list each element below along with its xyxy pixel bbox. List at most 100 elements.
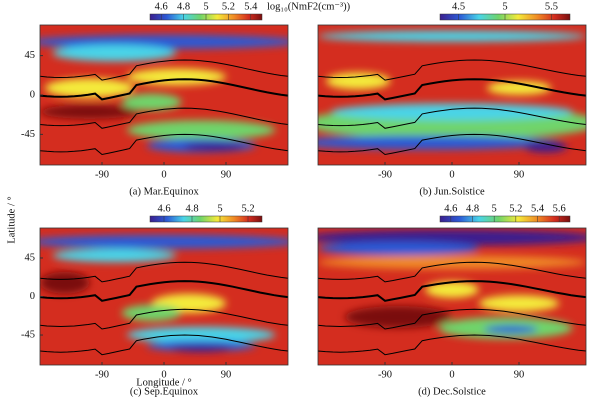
blob (318, 241, 479, 256)
blob (171, 345, 231, 352)
contour-line (318, 107, 586, 129)
field (318, 228, 586, 365)
blob (331, 103, 573, 121)
x-tick-label: -90 (95, 169, 109, 180)
panel: -90 0 90 45 0 -45 (a) Mar.Equinox 4.6 4.8 5 5.2 5.4… (21, 1, 351, 197)
field-blobs (318, 229, 586, 339)
blob (318, 229, 586, 246)
contour-line (318, 261, 586, 283)
contour-line (40, 334, 288, 356)
colorbar-tick-label: 4.8 (177, 1, 190, 12)
colorbar-tick-label: 5.4 (531, 203, 545, 214)
colorbar-tick-label: 4.6 (155, 1, 168, 12)
x-tick-label: 0 (161, 169, 166, 180)
x-tick-label: -90 (378, 369, 392, 380)
x-tick-label: 0 (449, 369, 454, 380)
contour-line (318, 133, 586, 156)
contour-line (40, 280, 288, 302)
y-tick-label: 0 (30, 89, 35, 100)
colorbar-tick-label: 5 (203, 1, 208, 12)
colorbar-tick-label: 4.6 (444, 203, 457, 214)
panel: -90 0 90 (d) Dec.Solstice 4.6 4.8 5 5.2 5.4 5.6 (317, 203, 587, 397)
blob (52, 248, 177, 263)
contour-line (40, 78, 288, 101)
blob (44, 78, 135, 98)
colorbar-tick-label: 5 (217, 203, 222, 214)
y-tick-label: 45 (25, 252, 36, 263)
colorbar-tick-label: 4.5 (452, 1, 465, 12)
field-blobs (40, 234, 288, 352)
y-axis-label: Latitude / ° (6, 196, 17, 243)
x-axis-label: Longitude / ° (136, 377, 192, 388)
blob (52, 44, 177, 62)
panel-caption: (c) Sep.Equinox (130, 386, 199, 397)
colorbar (149, 215, 263, 223)
blob (478, 295, 560, 312)
blob (318, 255, 586, 270)
blob (183, 142, 244, 151)
colorbar-label: log₁₀(NmF2(cm⁻³)) (267, 1, 351, 12)
contour-line (40, 133, 288, 156)
x-tick-label: 90 (514, 169, 525, 180)
blob (484, 325, 538, 334)
blob (40, 271, 90, 294)
colorbar-tick-label: 5.6 (553, 203, 566, 214)
x-tick-label: 0 (449, 169, 454, 180)
contour-line (40, 261, 288, 283)
blob (126, 120, 276, 140)
blob (318, 135, 560, 150)
contour-line (40, 107, 288, 129)
x-tick-label: -90 (378, 169, 392, 180)
contour-line (318, 59, 586, 81)
colorbar-tick-label: 4.6 (157, 203, 170, 214)
blob (524, 141, 568, 153)
panel-caption: (d) Dec.Solstice (418, 386, 486, 397)
colorbar-tick-label: 5.5 (545, 1, 558, 12)
colorbar-tick-label: 5.2 (241, 203, 254, 214)
blob (318, 30, 586, 42)
x-tick-label: 0 (161, 369, 166, 380)
colorbar-tick-label: 5 (502, 1, 507, 12)
blob (121, 93, 182, 111)
y-tick-label: 45 (25, 50, 36, 61)
contour-line (40, 59, 288, 81)
blob (425, 281, 479, 298)
colorbar-tick-label: 5.2 (509, 203, 522, 214)
blob (40, 234, 288, 249)
colorbar-tick-label: 4.8 (466, 203, 479, 214)
panel-caption: (a) Mar.Equinox (129, 186, 199, 197)
field (40, 228, 288, 365)
colorbar (439, 215, 571, 223)
x-tick-label: 90 (514, 369, 525, 380)
panel-caption: (b) Jun.Solstice (419, 186, 485, 197)
x-tick-label: 90 (221, 369, 232, 380)
colorbar-tick-label: 5 (492, 203, 497, 214)
field-blobs (40, 34, 288, 153)
blob (40, 34, 288, 49)
contour-line (40, 308, 288, 330)
y-tick-label: 0 (30, 291, 35, 302)
blob (121, 304, 182, 322)
y-tick-label: -45 (21, 129, 35, 140)
blob (486, 81, 552, 95)
panel: -90 0 90 (b) Jun.Solstice 4.5 5 5.5 (317, 1, 587, 197)
blob (126, 68, 226, 86)
x-tick-label: 90 (221, 169, 232, 180)
contour-line (318, 78, 586, 101)
contour-line (318, 308, 586, 330)
y-tick-label: -45 (21, 329, 35, 340)
blob (126, 326, 276, 344)
field (318, 25, 586, 165)
x-tick-label: -90 (95, 369, 109, 380)
blob (40, 104, 140, 119)
colorbar-tick-label: 4.8 (185, 203, 198, 214)
field-blobs (318, 30, 586, 153)
field (40, 25, 288, 165)
blob (344, 306, 452, 329)
contour-line (318, 334, 586, 356)
colorbar-tick-label: 5.2 (222, 1, 235, 12)
colorbar-tick-label: 5.4 (244, 1, 258, 12)
